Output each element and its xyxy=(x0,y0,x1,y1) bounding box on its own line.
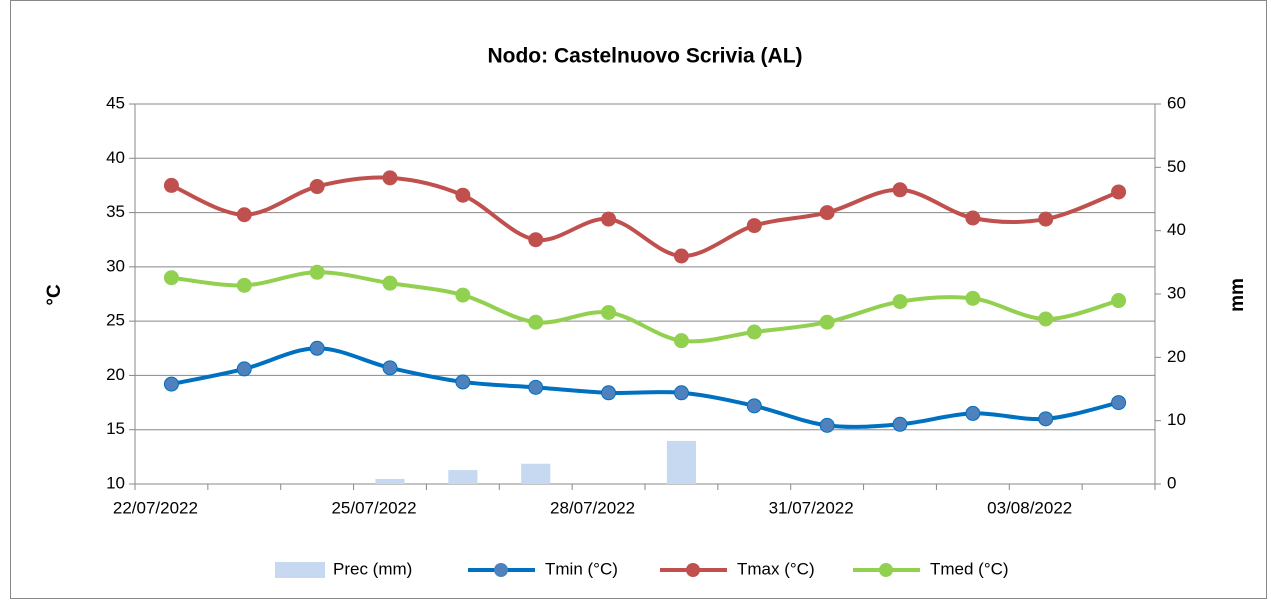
x-tick-label: 28/07/2022 xyxy=(550,498,635,517)
y-tick-label: 45 xyxy=(106,93,125,112)
marker xyxy=(382,360,398,376)
marker xyxy=(236,361,252,377)
marker xyxy=(309,179,325,195)
marker xyxy=(455,187,471,203)
legend-label: Tmed (°C) xyxy=(930,559,1009,578)
y2-axis-label: mm xyxy=(1227,278,1248,312)
chart-title: Nodo: Castelnuovo Scrivia (AL) xyxy=(487,45,802,68)
marker xyxy=(601,385,617,401)
marker xyxy=(746,324,762,340)
marker xyxy=(1111,293,1127,309)
marker xyxy=(965,290,981,306)
y-tick-label: 15 xyxy=(106,419,125,438)
marker xyxy=(455,287,471,303)
bar xyxy=(448,470,478,484)
legend-marker xyxy=(494,563,508,577)
marker xyxy=(1111,184,1127,200)
marker xyxy=(673,333,689,349)
bar xyxy=(521,463,551,484)
marker xyxy=(528,379,544,395)
y2-tick-label: 50 xyxy=(1167,157,1186,176)
y2-tick-label: 20 xyxy=(1167,347,1186,366)
legend-label: Tmax (°C) xyxy=(737,559,815,578)
y-tick-label: 20 xyxy=(106,365,125,384)
y-tick-label: 35 xyxy=(106,202,125,221)
marker xyxy=(746,398,762,414)
x-tick-label: 25/07/2022 xyxy=(331,498,416,517)
marker xyxy=(236,277,252,293)
marker xyxy=(1111,395,1127,411)
marker xyxy=(236,207,252,223)
y2-tick-label: 40 xyxy=(1167,220,1186,239)
marker xyxy=(163,177,179,193)
bar xyxy=(375,478,405,484)
chart-frame xyxy=(10,0,1267,599)
y-axis-label: °C xyxy=(44,284,65,306)
y-tick-label: 40 xyxy=(106,148,125,167)
y2-tick-label: 10 xyxy=(1167,410,1186,429)
marker xyxy=(309,340,325,356)
marker xyxy=(819,314,835,330)
marker xyxy=(455,374,471,390)
marker xyxy=(892,182,908,198)
marker xyxy=(819,205,835,221)
legend-marker xyxy=(879,563,893,577)
marker xyxy=(673,248,689,264)
bar xyxy=(666,440,696,484)
x-tick-label: 03/08/2022 xyxy=(987,498,1072,517)
marker xyxy=(382,275,398,291)
legend-label: Prec (mm) xyxy=(333,559,412,578)
x-tick-label: 31/07/2022 xyxy=(769,498,854,517)
marker xyxy=(163,376,179,392)
marker xyxy=(965,210,981,226)
marker xyxy=(1038,411,1054,427)
marker xyxy=(601,304,617,320)
y-tick-label: 25 xyxy=(106,311,125,330)
y2-tick-label: 30 xyxy=(1167,283,1186,302)
marker xyxy=(528,314,544,330)
legend-label: Tmin (°C) xyxy=(545,559,618,578)
x-tick-label: 22/07/2022 xyxy=(113,498,198,517)
marker xyxy=(1038,311,1054,327)
marker xyxy=(892,416,908,432)
marker xyxy=(601,211,617,227)
y2-tick-label: 0 xyxy=(1167,473,1176,492)
y-tick-label: 30 xyxy=(106,256,125,275)
marker xyxy=(528,232,544,248)
marker xyxy=(309,264,325,280)
line xyxy=(171,270,1120,344)
marker xyxy=(892,294,908,310)
legend-marker xyxy=(686,563,700,577)
y-tick-label: 10 xyxy=(106,473,125,492)
y2-tick-label: 60 xyxy=(1167,93,1186,112)
marker xyxy=(163,270,179,286)
marker xyxy=(382,170,398,186)
marker xyxy=(1038,211,1054,227)
legend-swatch xyxy=(275,562,325,578)
marker xyxy=(819,417,835,433)
marker xyxy=(673,385,689,401)
marker xyxy=(746,218,762,234)
marker xyxy=(965,405,981,421)
